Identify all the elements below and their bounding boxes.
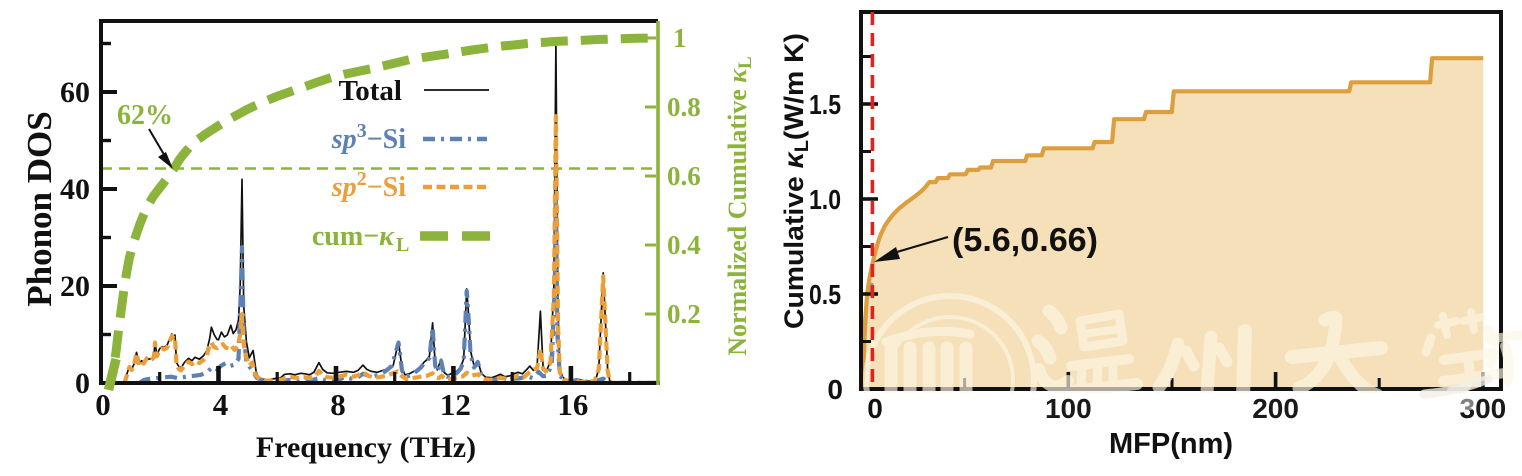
svg-text:0.4: 0.4: [667, 230, 701, 260]
svg-text:sp3−Si: sp3−Si: [331, 120, 406, 155]
svg-text:62%: 62%: [117, 100, 173, 131]
svg-text:Cumulative κL(W/m K): Cumulative κL(W/m K): [779, 33, 813, 329]
svg-text:40: 40: [60, 173, 90, 206]
svg-text:0.5: 0.5: [809, 279, 841, 310]
svg-text:Normalized Cumulative κL: Normalized Cumulative κL: [723, 56, 756, 355]
svg-text:1.0: 1.0: [809, 184, 841, 215]
svg-text:L: L: [396, 234, 409, 256]
svg-text:Total: Total: [339, 75, 402, 107]
svg-text:1: 1: [673, 23, 687, 53]
svg-text:Frequency (THz): Frequency (THz): [256, 431, 476, 464]
svg-text:(5.6,0.66): (5.6,0.66): [952, 221, 1098, 258]
svg-text:Phonon DOS: Phonon DOS: [20, 111, 59, 307]
svg-text:12: 12: [440, 387, 471, 422]
svg-text:0: 0: [75, 367, 90, 400]
svg-text:8: 8: [330, 387, 346, 422]
svg-text:20: 20: [60, 270, 90, 303]
svg-text:200: 200: [1252, 393, 1299, 424]
svg-text:1.5: 1.5: [809, 89, 841, 120]
svg-text:100: 100: [1045, 393, 1092, 424]
svg-text:sp2−Si: sp2−Si: [331, 168, 406, 203]
svg-text:60: 60: [60, 76, 90, 109]
svg-text:0: 0: [867, 393, 883, 424]
svg-text:16: 16: [557, 387, 588, 422]
svg-text:0.6: 0.6: [667, 161, 701, 191]
svg-text:0: 0: [95, 387, 111, 422]
svg-text:0: 0: [827, 374, 843, 405]
svg-text:4: 4: [213, 387, 229, 422]
svg-text:MFP(nm): MFP(nm): [1109, 428, 1233, 460]
svg-text:300: 300: [1460, 393, 1507, 424]
svg-text:0.8: 0.8: [667, 92, 701, 122]
svg-text:0.2: 0.2: [667, 299, 701, 329]
svg-text:cum−κ: cum−κ: [312, 221, 395, 252]
